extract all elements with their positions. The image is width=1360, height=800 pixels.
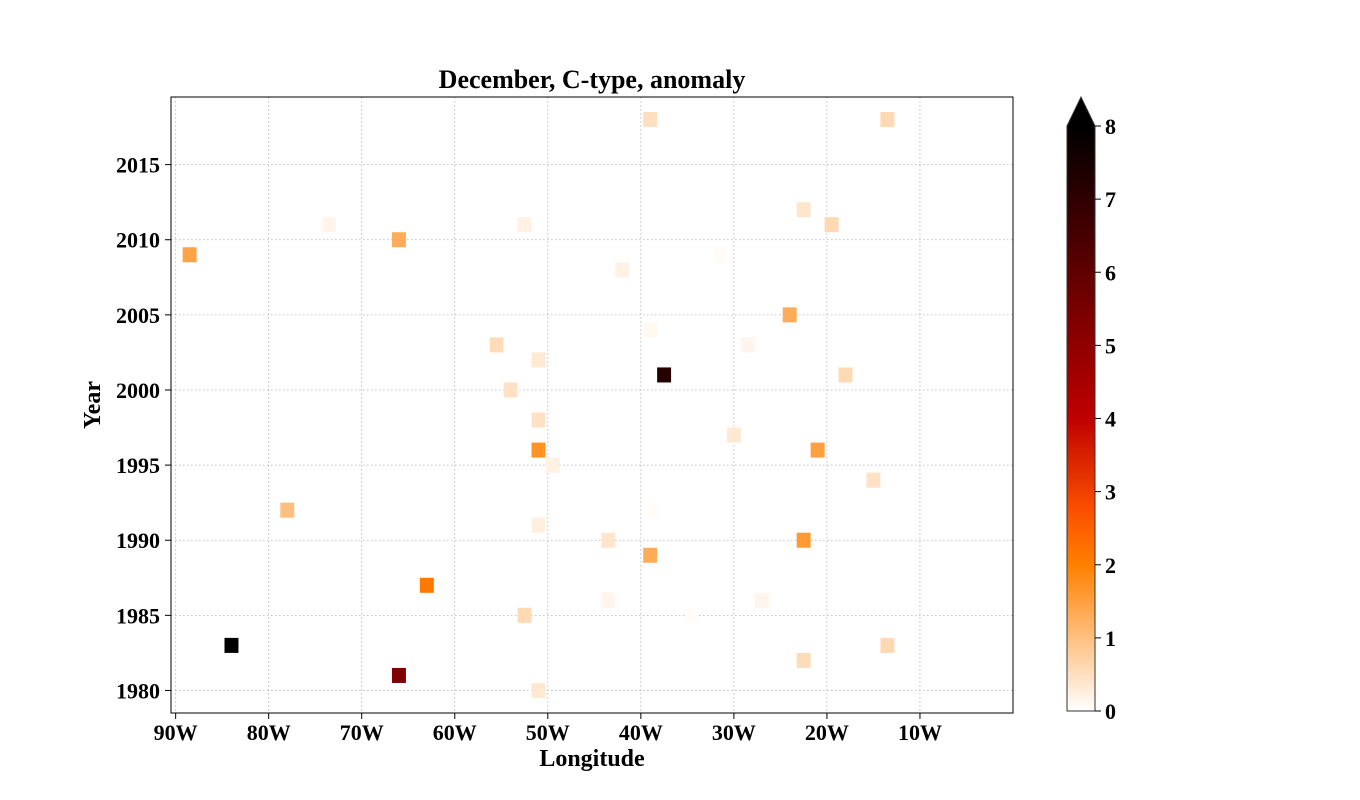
colorbar-outline bbox=[1066, 95, 1096, 712]
heatmap-cell bbox=[503, 382, 518, 398]
heatmap-cell bbox=[782, 307, 797, 323]
colorbar-gradient bbox=[1067, 126, 1095, 711]
x-tick-label: 90W bbox=[154, 720, 198, 745]
plot-area bbox=[171, 97, 1013, 713]
plot-frame bbox=[170, 96, 1014, 714]
heatmap-cell bbox=[531, 517, 546, 533]
heatmap-cell bbox=[531, 682, 546, 698]
heatmap-cell bbox=[838, 367, 853, 383]
heatmap-cell bbox=[601, 532, 616, 548]
heatmap-cell bbox=[643, 502, 658, 518]
x-tick-label: 10W bbox=[898, 720, 942, 745]
heatmap-cell bbox=[754, 592, 769, 608]
heatmap-cell bbox=[531, 352, 546, 368]
heatmap-cell bbox=[615, 262, 630, 278]
colorbar-ticks: 0 1 2 3 4 5 6 7 8 bbox=[1095, 114, 1116, 724]
heatmap-cell bbox=[601, 592, 616, 608]
x-tick-label: 20W bbox=[805, 720, 849, 745]
heatmap-cell bbox=[643, 547, 658, 563]
heatmap-cell bbox=[489, 337, 504, 353]
heatmap-cell bbox=[531, 442, 546, 458]
y-tick-label: 1980 bbox=[116, 678, 160, 703]
heatmap-cell bbox=[866, 472, 881, 488]
heatmap-cell bbox=[796, 532, 811, 548]
heatmap-cell bbox=[810, 442, 825, 458]
heatmap-cell bbox=[517, 607, 532, 623]
data-cells bbox=[182, 112, 895, 698]
y-tick-label: 2010 bbox=[116, 228, 160, 253]
chart-title: December, C-type, anomaly bbox=[439, 65, 746, 94]
x-tick-label: 70W bbox=[340, 720, 384, 745]
heatmap-cell bbox=[182, 247, 197, 263]
heatmap-cell bbox=[322, 217, 337, 233]
heatmap-cell bbox=[643, 322, 658, 338]
heatmap-cell bbox=[643, 112, 658, 128]
y-tick-label: 2000 bbox=[116, 378, 160, 403]
x-tick-label: 50W bbox=[526, 720, 570, 745]
x-tick-label: 80W bbox=[247, 720, 291, 745]
heatmap-cell bbox=[726, 427, 741, 443]
y-tick-label: 2015 bbox=[116, 153, 160, 178]
colorbar-extend-arrow bbox=[1067, 97, 1095, 126]
colorbar-tick-label: 4 bbox=[1105, 407, 1116, 432]
x-tick-label: 40W bbox=[619, 720, 663, 745]
x-axis-label: Longitude bbox=[539, 746, 645, 772]
heatmap-cell bbox=[796, 202, 811, 218]
y-tick-label: 2005 bbox=[116, 303, 160, 328]
colorbar-tick-label: 6 bbox=[1105, 260, 1116, 285]
heatmap-cell bbox=[517, 217, 532, 233]
y-tick-label: 1990 bbox=[116, 528, 160, 553]
heatmap-cell bbox=[531, 412, 546, 428]
heatmap-cell bbox=[685, 607, 699, 623]
heatmap-cell bbox=[280, 502, 295, 518]
heatmap-cell bbox=[545, 457, 560, 473]
y-axis-label: Year bbox=[80, 381, 106, 429]
grid-lines bbox=[171, 97, 1013, 713]
heatmap-cell bbox=[796, 652, 811, 668]
y-tick-label: 1985 bbox=[116, 603, 160, 628]
colorbar-tick-label: 3 bbox=[1105, 480, 1116, 505]
heatmap-cell bbox=[740, 337, 755, 353]
heatmap-cell bbox=[391, 667, 406, 683]
y-axis-ticks: 1980 1985 1990 1995 2000 2005 2010 2015 bbox=[116, 153, 171, 703]
y-tick-label: 1995 bbox=[116, 453, 160, 478]
x-tick-label: 60W bbox=[433, 720, 477, 745]
heatmap-cell bbox=[224, 637, 239, 653]
heatmap-cell bbox=[712, 247, 727, 263]
heatmap-cell bbox=[880, 112, 895, 128]
heatmap-cell bbox=[391, 232, 406, 248]
heatmap-cell bbox=[657, 367, 672, 383]
x-axis-ticks: 90W 80W 70W 60W 50W 40W 30W 20W 10W bbox=[154, 713, 942, 745]
heatmap-cell bbox=[419, 577, 434, 593]
colorbar-tick-label: 8 bbox=[1105, 114, 1116, 139]
x-tick-label: 30W bbox=[712, 720, 756, 745]
colorbar-tick-label: 1 bbox=[1105, 626, 1116, 651]
colorbar-tick-label: 0 bbox=[1105, 699, 1116, 724]
heatmap-cell bbox=[880, 637, 895, 653]
colorbar-tick-label: 5 bbox=[1105, 333, 1116, 358]
colorbar-tick-label: 7 bbox=[1105, 187, 1116, 212]
heatmap-cell bbox=[824, 217, 839, 233]
colorbar-tick-label: 2 bbox=[1105, 553, 1116, 578]
colorbar: 0 1 2 3 4 5 6 7 8 bbox=[1066, 95, 1116, 724]
